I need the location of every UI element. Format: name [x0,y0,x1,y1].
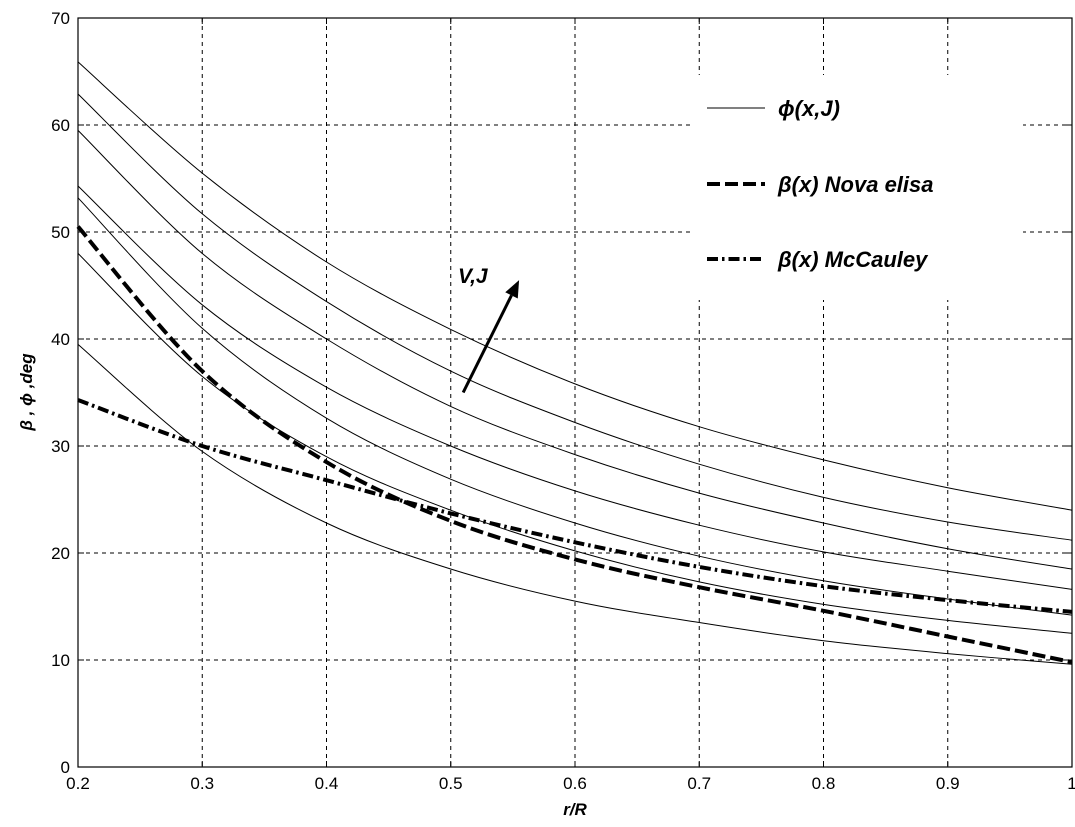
legend-box [693,75,1023,300]
beta-mccauley-line [77,398,1073,614]
y-tick-label: 40 [51,330,70,349]
phi-curve [77,344,1073,665]
x-axis-title: r/R [563,800,587,819]
phi-curve [77,61,1073,511]
x-tick-label: 0.2 [66,774,90,793]
x-tick-label: 0.9 [936,774,960,793]
phi-curve [77,253,1073,634]
vj-arrow-shaft [461,294,513,394]
legend: ϕ(x,J) β(x) Nova elisa β(x) McCauley [707,96,934,272]
vj-annotation-label: V,J [458,265,489,288]
x-tick-label: 0.4 [315,774,339,793]
y-tick-label: 20 [51,544,70,563]
x-tick-label: 1 [1067,774,1075,793]
vj-arrow-icon [505,280,520,299]
x-tick-label: 0.7 [687,774,711,793]
y-tick-label: 30 [51,437,70,456]
y-tick-label: 50 [51,223,70,242]
phi-curve [77,185,1073,590]
y-tick-label: 70 [51,9,70,28]
x-tick-label: 0.8 [812,774,836,793]
legend-label: β(x) Nova elisa [777,172,934,197]
phi-curve [77,93,1073,541]
legend-label: β(x) McCauley [777,247,929,272]
x-tick-label: 0.3 [190,774,214,793]
legend-label: ϕ(x,J) [778,96,840,121]
y-tick-label: 60 [51,116,70,135]
annotation: V,J [458,265,520,394]
y-tick-label: 10 [51,651,70,670]
phi-curve [77,130,1073,570]
series-layer [76,61,1073,665]
grid [78,18,1072,767]
y-tick-label: 0 [61,758,70,777]
phi-curve [77,197,1073,616]
x-tick-label: 0.5 [439,774,463,793]
x-tick-label: 0.6 [563,774,587,793]
y-axis-title: β , ϕ ,deg [17,353,36,432]
beta-nova-elisa-line [76,225,1073,665]
